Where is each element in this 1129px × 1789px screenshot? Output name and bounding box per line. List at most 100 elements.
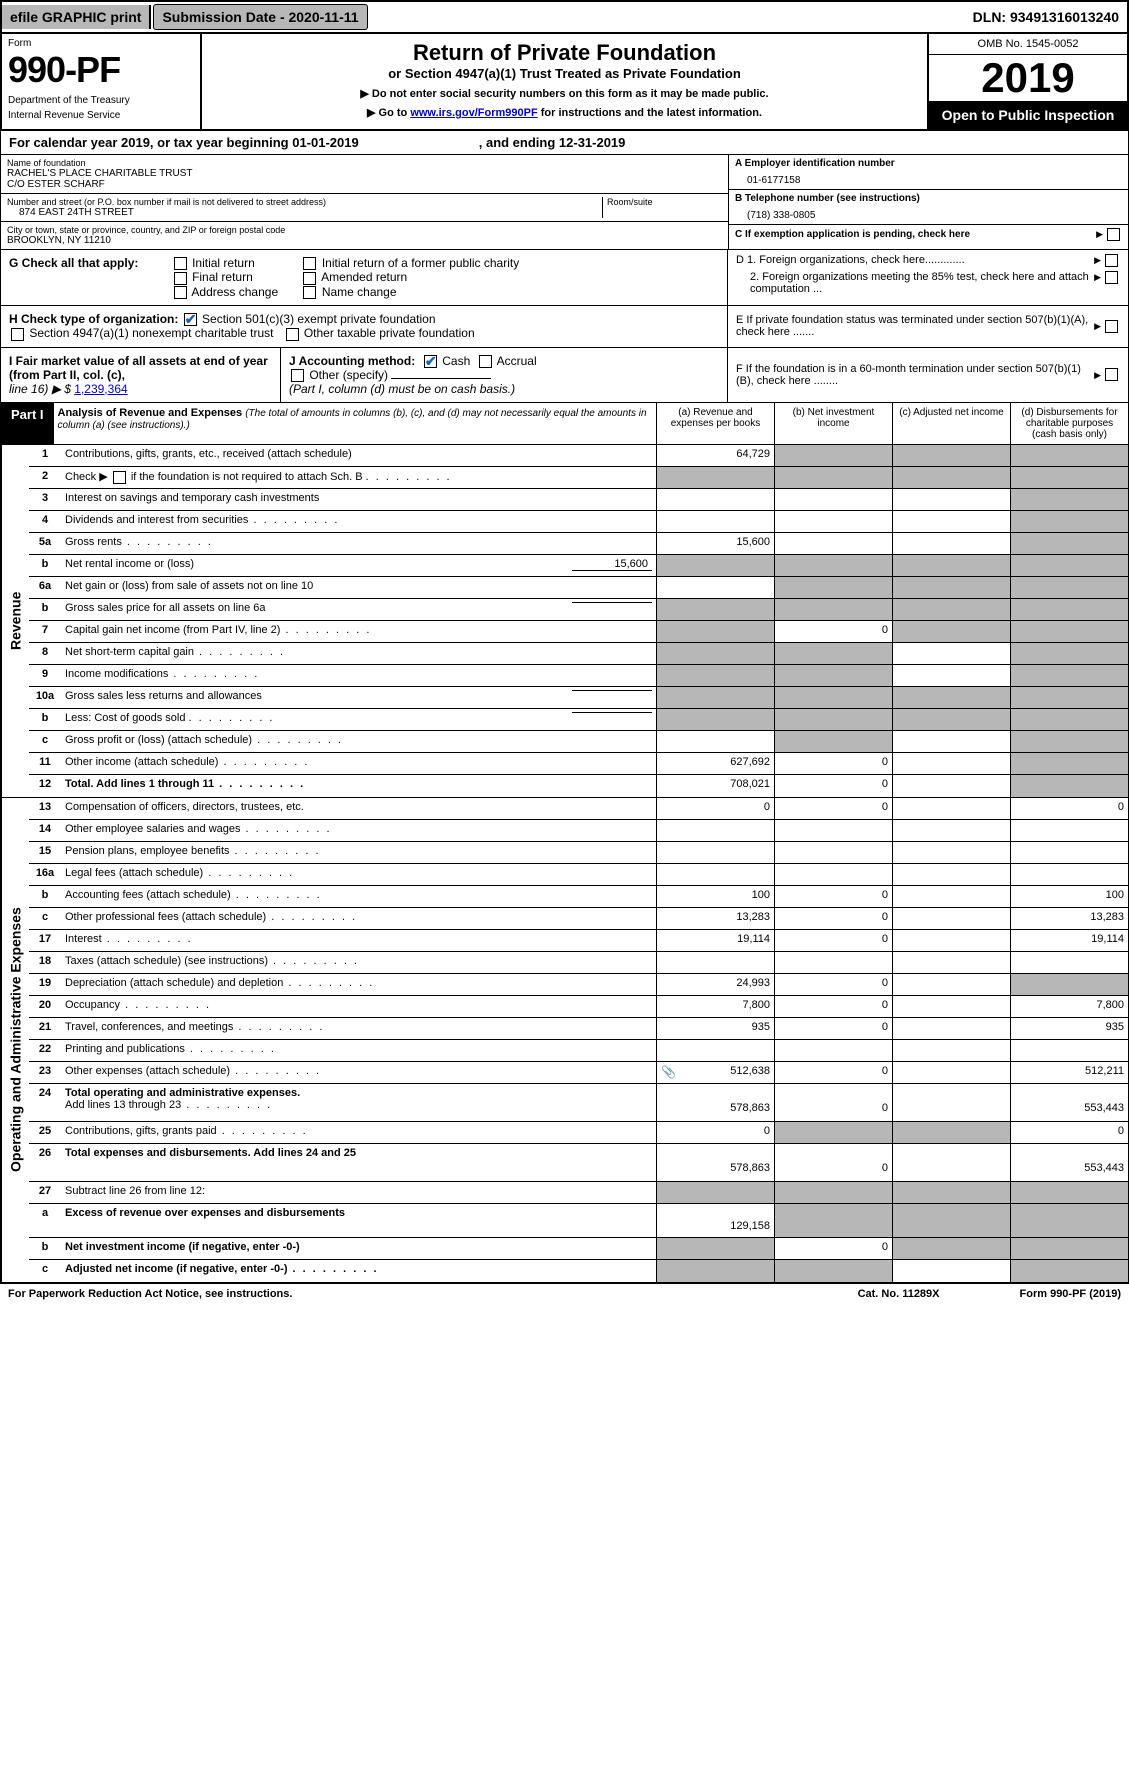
cell-b: 0 xyxy=(774,908,892,929)
cell-a xyxy=(656,731,774,752)
f-checkbox[interactable] xyxy=(1105,368,1118,381)
row-num: b xyxy=(29,555,61,576)
cell-b xyxy=(774,577,892,598)
row-5b: b Net rental income or (loss) 15,600 xyxy=(29,555,1128,577)
cell-c xyxy=(892,886,1010,907)
footer-right: Form 990-PF (2019) xyxy=(1020,1288,1121,1300)
h-label: H Check type of organization: xyxy=(9,312,178,326)
attachment-icon[interactable]: 📎 xyxy=(661,1065,676,1079)
g-d-row: G Check all that apply: Initial return F… xyxy=(0,250,1129,306)
row-num: 5a xyxy=(29,533,61,554)
cell-b xyxy=(774,709,892,730)
c-cell: C If exemption application is pending, c… xyxy=(729,225,1128,244)
row-label: Other expenses (attach schedule) xyxy=(61,1062,656,1083)
form-title: Return of Private Foundation xyxy=(208,40,921,66)
row-label: Depreciation (attach schedule) and deple… xyxy=(61,974,656,995)
cell-d xyxy=(1010,753,1128,774)
row-num: 18 xyxy=(29,952,61,973)
cell-d xyxy=(1010,709,1128,730)
address-change-checkbox[interactable] xyxy=(174,286,187,299)
arrow-icon xyxy=(1094,320,1103,332)
j-section: J Accounting method: Cash Accrual Other … xyxy=(281,348,727,403)
cell-d: 0 xyxy=(1010,1122,1128,1143)
r10a-text: Gross sales less returns and allowances xyxy=(65,690,262,702)
row-num: 3 xyxy=(29,489,61,510)
cash-checkbox[interactable] xyxy=(424,355,437,368)
other-method-checkbox[interactable] xyxy=(291,369,304,382)
cell-d xyxy=(1010,974,1128,995)
submission-date-button[interactable]: Submission Date - 2020-11-11 xyxy=(153,4,367,30)
note-pre: ▶ Go to xyxy=(367,107,410,119)
irs-link[interactable]: www.irs.gov/Form990PF xyxy=(410,107,537,119)
row-26: 26 Total expenses and disbursements. Add… xyxy=(29,1144,1128,1182)
cell-a xyxy=(656,555,774,576)
cell-c xyxy=(892,930,1010,951)
cell-d xyxy=(1010,820,1128,841)
row-label: Other employee salaries and wages xyxy=(61,820,656,841)
ij-f-row: I Fair market value of all assets at end… xyxy=(0,348,1129,404)
initial-return-checkbox[interactable] xyxy=(174,257,187,270)
d1-checkbox[interactable] xyxy=(1105,254,1118,267)
cell-d: 19,114 xyxy=(1010,930,1128,951)
cell-c xyxy=(892,1260,1010,1282)
fmv-value[interactable]: 1,239,364 xyxy=(74,382,127,396)
row-label: Other professional fees (attach schedule… xyxy=(61,908,656,929)
cell-b xyxy=(774,820,892,841)
row-num: 15 xyxy=(29,842,61,863)
cell-c xyxy=(892,577,1010,598)
r10a-box xyxy=(572,690,652,691)
h-opt1: Section 501(c)(3) exempt private foundat… xyxy=(202,312,435,326)
efile-button[interactable]: efile GRAPHIC print xyxy=(2,5,151,29)
ein-label: A Employer identification number xyxy=(735,158,1122,169)
row-8: 8 Net short-term capital gain xyxy=(29,643,1128,665)
row-num: a xyxy=(29,1204,61,1237)
row-label: Net gain or (loss) from sale of assets n… xyxy=(61,577,656,598)
cell-d xyxy=(1010,1040,1128,1061)
cell-c xyxy=(892,599,1010,620)
row-6b: b Gross sales price for all assets on li… xyxy=(29,599,1128,621)
amended-return-checkbox[interactable] xyxy=(303,272,316,285)
d2-checkbox[interactable] xyxy=(1105,271,1118,284)
other-taxable-checkbox[interactable] xyxy=(286,328,299,341)
initial-former-checkbox[interactable] xyxy=(303,257,316,270)
c-checkbox[interactable] xyxy=(1107,228,1120,241)
cell-c xyxy=(892,643,1010,664)
r2-pre: Check ▶ xyxy=(65,471,111,483)
calendar-year-row: For calendar year 2019, or tax year begi… xyxy=(0,131,1129,155)
footer-mid: Cat. No. 11289X xyxy=(858,1288,940,1300)
row-label: Contributions, gifts, grants, etc., rece… xyxy=(61,445,656,466)
cell-c xyxy=(892,842,1010,863)
cell-a xyxy=(656,621,774,642)
row-num: c xyxy=(29,731,61,752)
501c3-checkbox[interactable] xyxy=(184,313,197,326)
name-change-checkbox[interactable] xyxy=(303,286,316,299)
cell-c xyxy=(892,555,1010,576)
sch-b-checkbox[interactable] xyxy=(113,471,126,484)
cell-b xyxy=(774,643,892,664)
cell-d xyxy=(1010,1182,1128,1203)
cell-b: 0 xyxy=(774,930,892,951)
row-num: b xyxy=(29,886,61,907)
4947-checkbox[interactable] xyxy=(11,328,24,341)
e-section: E If private foundation status was termi… xyxy=(728,306,1128,347)
row-num: b xyxy=(29,599,61,620)
e-checkbox[interactable] xyxy=(1105,320,1118,333)
accrual-checkbox[interactable] xyxy=(479,355,492,368)
row-27c: c Adjusted net income (if negative, ente… xyxy=(29,1260,1128,1282)
row-num: 12 xyxy=(29,775,61,797)
row-num: 24 xyxy=(29,1084,61,1121)
cell-d xyxy=(1010,842,1128,863)
final-return-checkbox[interactable] xyxy=(174,272,187,285)
row-label: Net rental income or (loss) 15,600 xyxy=(61,555,656,576)
row-num: 1 xyxy=(29,445,61,466)
cell-b: 0 xyxy=(774,1238,892,1259)
row-num: c xyxy=(29,908,61,929)
cell-c xyxy=(892,1018,1010,1039)
cell-a xyxy=(656,1238,774,1259)
row-num: 23 xyxy=(29,1062,61,1083)
cell-b: 0 xyxy=(774,1084,892,1121)
cell-a xyxy=(656,1040,774,1061)
cell-a xyxy=(656,864,774,885)
arrow-icon xyxy=(1096,229,1105,240)
j-cash: Cash xyxy=(442,354,470,368)
